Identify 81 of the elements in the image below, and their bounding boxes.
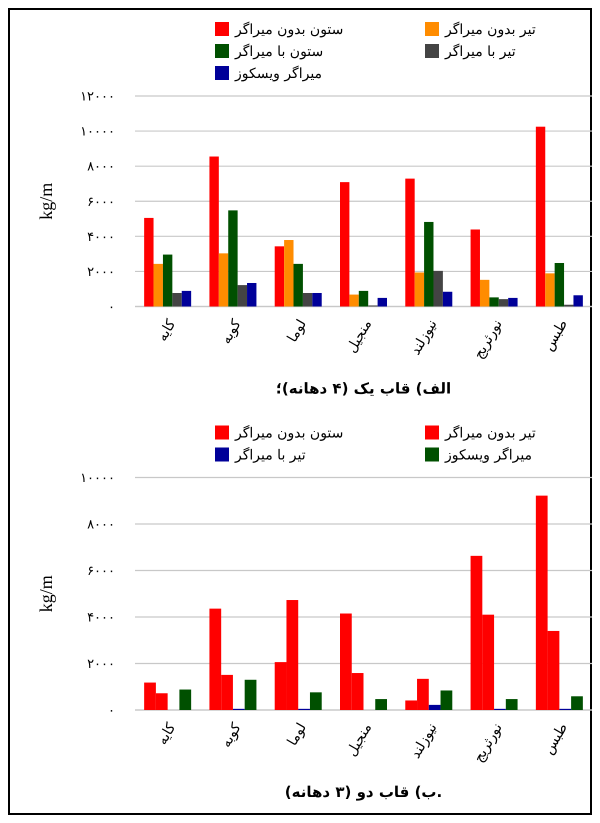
bar (545, 273, 555, 306)
x-tick-label: کایه (154, 316, 180, 344)
y-tick-label: ۶۰۰۰ (87, 564, 115, 580)
bar (238, 285, 248, 306)
x-tick-label: طبس (540, 720, 572, 758)
bar (573, 295, 583, 306)
y-axis-title: kg/m (36, 575, 56, 612)
bar (433, 270, 443, 306)
text: ب) قاب دو (۳ دهانه). (284, 783, 442, 801)
x-tick-label: کوبه (218, 316, 245, 347)
y-tick-label: ۱۰۰۰۰ (80, 124, 115, 140)
bar (179, 690, 192, 710)
y-tick-label: ۴۰۰۰ (87, 230, 115, 245)
bar (442, 292, 452, 306)
y-tick-label: ۸۰۰۰ (87, 160, 115, 175)
bar (375, 699, 387, 710)
y-tick-label: ۴۰۰۰ (87, 610, 115, 626)
y-tick-label: ۰ (108, 704, 115, 719)
x-tick-label: طبس (540, 316, 572, 354)
x-tick-label: نورثریج (470, 316, 506, 362)
bar (440, 690, 452, 710)
legend-label: میراگر ویسکوز (444, 446, 532, 464)
legend-label: تیر بدون میراگر (444, 20, 536, 38)
bar (284, 240, 294, 306)
x-tick-label: کوبه (218, 720, 245, 750)
bar (340, 182, 350, 306)
x-tick-label: نیوزلند (408, 720, 440, 762)
bar (294, 264, 303, 306)
bar (498, 299, 508, 306)
x-tick-label: کایه (154, 720, 180, 748)
legend-label: ستون بدون میراگر (234, 20, 344, 38)
y-tick-label: ۲۰۰۰ (87, 657, 115, 672)
x-tick-label: لوما (284, 720, 310, 749)
bar (428, 704, 441, 710)
x-tick-label: نورثریج (470, 720, 506, 766)
text: الف) قاب یک (۴ دهانه)؛ (276, 380, 452, 398)
legend-label: تیر با میراگر (234, 446, 306, 464)
bar (182, 290, 192, 306)
bar (554, 262, 564, 306)
x-tick-label: منجیل (344, 720, 376, 760)
legend-label: ستون با میراگر (234, 42, 324, 60)
bar (571, 696, 583, 710)
bar (302, 292, 312, 306)
legend-label: میراگر ویسکوز (234, 64, 322, 82)
bar (228, 210, 238, 306)
x-tick-label: نیوزلند (408, 316, 440, 358)
bar (489, 297, 499, 306)
x-tick-label: منجیل (344, 316, 376, 356)
bar (172, 292, 182, 306)
bar (312, 292, 322, 306)
y-axis-title: kg/m (36, 182, 56, 220)
bar (274, 246, 284, 306)
bar (470, 229, 480, 306)
bar (247, 282, 256, 306)
bar (480, 280, 490, 306)
bar (536, 126, 546, 306)
y-tick-label: ۶۰۰۰ (87, 194, 115, 210)
y-tick-label: ۱۲۰۰۰ (80, 90, 115, 105)
bar (378, 298, 388, 306)
bar (424, 222, 434, 306)
bar (218, 253, 228, 306)
legend-label: تیر بدون میراگر (444, 424, 536, 442)
bar (144, 218, 154, 306)
y-tick-label: ۱۰۰۰۰ (80, 471, 115, 486)
legend-label: تیر با میراگر (444, 42, 516, 60)
bar (244, 680, 256, 710)
y-tick-label: ۸۰۰۰ (87, 518, 115, 533)
bar (414, 272, 424, 306)
y-tick-label: ۲۰۰۰ (87, 264, 115, 280)
bar (506, 699, 518, 710)
bar (310, 692, 322, 710)
bar (405, 178, 415, 306)
x-tick-label: لوما (284, 316, 310, 346)
bar (349, 294, 359, 306)
bar (154, 264, 163, 306)
bar (162, 254, 172, 306)
y-tick-label: ۰ (108, 300, 115, 316)
bar (358, 290, 368, 306)
bar (209, 156, 219, 306)
bar (508, 298, 518, 306)
legend-label: ستون بدون میراگر (234, 424, 344, 442)
